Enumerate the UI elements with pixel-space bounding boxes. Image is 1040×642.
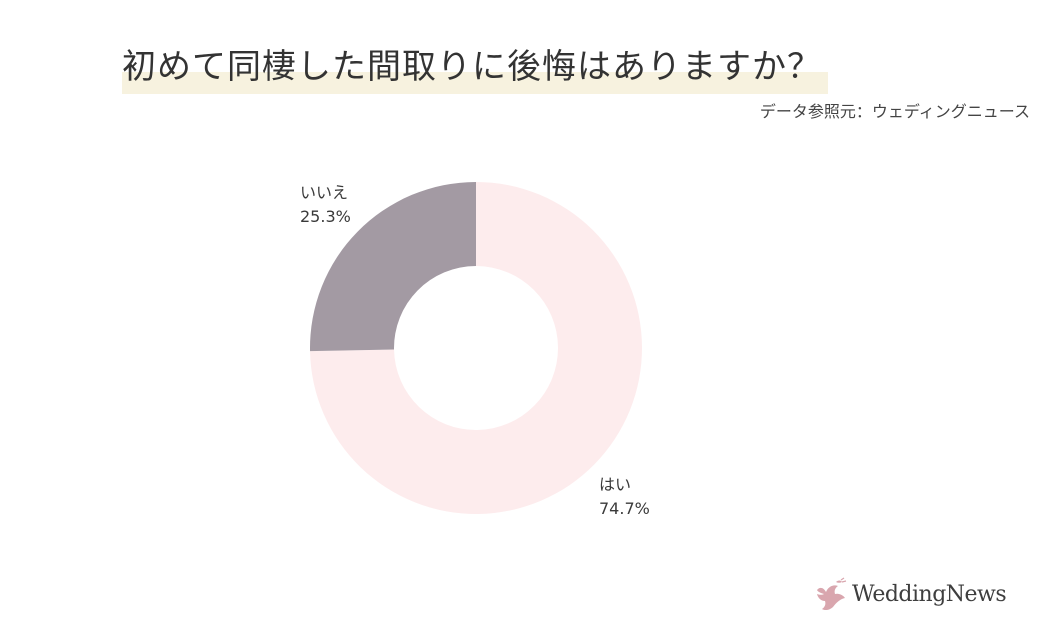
logo-text: WeddingNews — [852, 581, 1007, 607]
brand-logo: WeddingNews — [814, 574, 1007, 614]
donut-slices — [309, 182, 642, 514]
title-highlight — [122, 72, 828, 94]
slice-label-no-name: いいえ — [300, 183, 348, 202]
slice-label-yes-value: 74.7% — [599, 499, 650, 518]
data-source: データ参照元：ウェディングニュース — [759, 102, 1030, 121]
title-area: 初めて同棲した間取りに後悔はありますか？ — [122, 42, 828, 94]
slice-label-no-value: 25.3% — [300, 207, 351, 226]
donut-slice-no — [309, 182, 476, 352]
slice-label-yes-name: はい — [599, 475, 631, 494]
donut-slice-yes — [310, 182, 642, 514]
chart-title: 初めて同棲した間取りに後悔はありますか？ — [122, 47, 822, 87]
bird-icon — [817, 577, 847, 611]
